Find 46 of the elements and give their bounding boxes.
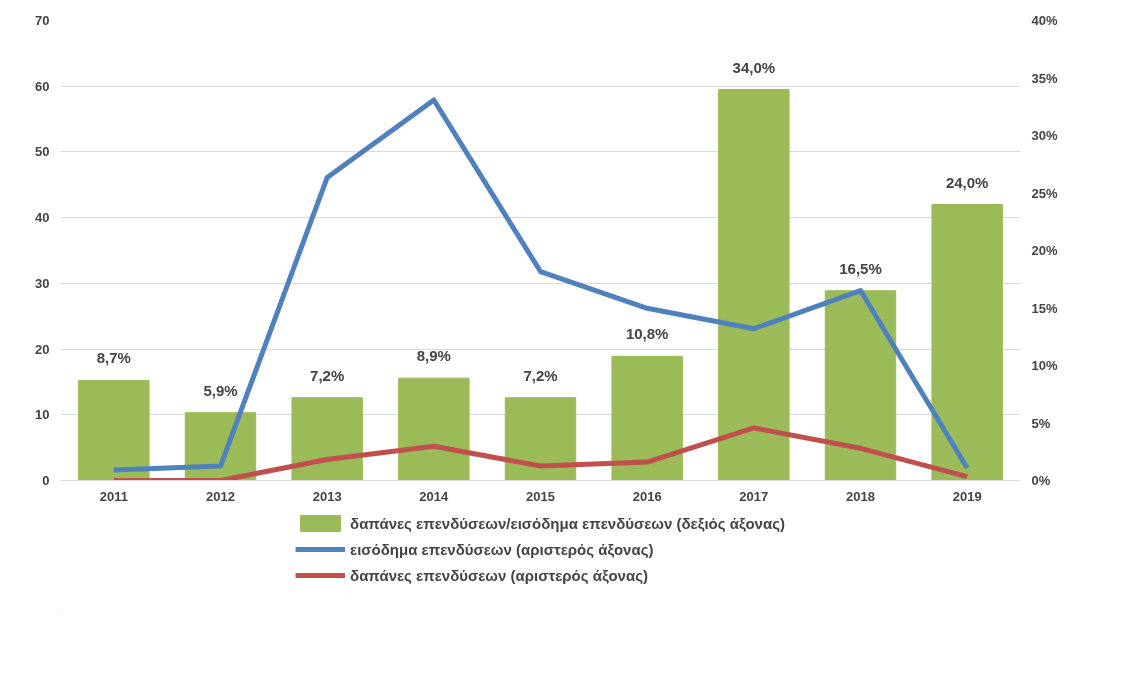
data-label: 10,8% [625, 325, 669, 343]
legend-label: εισόδημα επενδύσεων (αριστερός άξονας) [350, 540, 654, 558]
y-tick-label: 40 [35, 210, 50, 226]
y2-tick-label: 25% [1031, 185, 1058, 201]
x-tick-label: 2019 [952, 488, 982, 504]
y-tick-label: 20 [35, 341, 50, 357]
bar [611, 355, 683, 481]
data-label: 7,2% [523, 366, 558, 384]
y-tick-label: 60 [35, 78, 50, 94]
legend-label: δαπάνες επενδύσεων/εισόδημα επενδύσεων (δεξιός άξονας) [350, 514, 785, 532]
data-label: 7,2% [310, 366, 345, 384]
data-label: 8,9% [416, 347, 451, 365]
bar [291, 397, 363, 481]
y2-tick-label: 35% [1031, 70, 1058, 86]
x-tick-label: 2011 [99, 488, 128, 504]
y2-tick-label: 30% [1031, 128, 1058, 143]
bar [504, 397, 577, 481]
bar [824, 290, 897, 481]
data-label: 34,0% [732, 58, 776, 76]
x-tick-label: 2018 [846, 488, 875, 504]
x-tick-label: 2016 [632, 488, 662, 504]
data-label: 24,0% [945, 173, 989, 191]
y-tick-label: 30 [35, 275, 50, 291]
y2-tick-label: 15% [1031, 300, 1058, 316]
y-tick-label: 0 [42, 473, 50, 488]
y-tick-label: 70 [35, 13, 50, 28]
y-tick-label: 10 [35, 407, 50, 423]
bar [398, 377, 470, 481]
bar [718, 89, 790, 481]
data-label: 5,9% [203, 381, 238, 399]
y2-tick-label: 20% [1031, 243, 1058, 258]
x-tick-label: 2015 [526, 488, 555, 504]
x-tick-label: 2012 [206, 488, 235, 504]
y2-tick-label: 0% [1031, 473, 1051, 488]
y2-tick-label: 40% [1031, 13, 1058, 28]
data-label: 16,5% [839, 259, 882, 277]
x-tick-label: 2013 [312, 488, 342, 504]
bar [78, 379, 150, 481]
y2-tick-label: 5% [1031, 415, 1051, 431]
x-tick-label: 2014 [419, 488, 450, 504]
x-tick-label: 2017 [739, 488, 769, 504]
y2-tick-label: 10% [1031, 358, 1058, 373]
legend-label: δαπάνες επενδύσεων (αριστερός άξονας) [350, 566, 648, 584]
data-label: 8,7% [96, 349, 131, 367]
bar [931, 204, 1003, 481]
y-tick-label: 50 [35, 144, 50, 160]
